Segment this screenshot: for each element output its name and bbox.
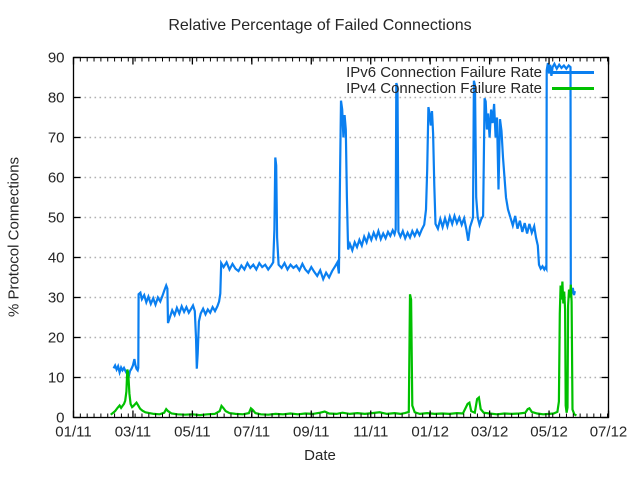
y-tick-label: 50 [48, 210, 65, 227]
legend: IPv6 Connection Failure Rate IPv4 Connec… [0, 0, 640, 110]
legend-item-ipv6: IPv6 Connection Failure Rate [346, 63, 594, 81]
y-tick-label: 20 [48, 330, 65, 347]
x-tick-label: 01/11 [55, 424, 91, 441]
y-tick-label: 90 [48, 50, 65, 67]
legend-line-sample-ipv6 [552, 70, 594, 74]
legend-item-ipv4: IPv4 Connection Failure Rate [346, 79, 594, 97]
y-tick-label: 0 [56, 410, 64, 427]
chart-title: Relative Percentage of Failed Connection… [168, 17, 472, 34]
y-tick-label: 70 [48, 130, 65, 147]
y-tick-label: 60 [48, 170, 65, 187]
x-tick-label: 01/12 [411, 424, 449, 441]
x-tick-label: 03/11 [115, 424, 151, 441]
legend-label-ipv4: IPv4 Connection Failure Rate [346, 79, 542, 97]
x-tick-label: 11/11 [353, 424, 388, 441]
legend-label-ipv6: IPv6 Connection Failure Rate [346, 63, 542, 81]
x-axis-label: Date [304, 447, 336, 464]
x-tick-label: 07/11 [234, 424, 270, 441]
x-tick-label: 07/12 [590, 424, 628, 441]
x-tick-label: 03/12 [471, 424, 509, 441]
series-line-ipv4 [110, 281, 577, 417]
x-tick-label: 05/11 [174, 424, 210, 441]
y-tick-label: 80 [48, 90, 65, 107]
y-tick-label: 30 [48, 290, 65, 307]
y-tick-label: 40 [48, 250, 65, 267]
y-tick-label: 10 [48, 370, 65, 387]
series-line-ipv6 [112, 61, 576, 382]
x-tick-label: 09/11 [293, 424, 329, 441]
legend-line-sample-ipv4 [552, 86, 594, 90]
x-tick-label: 05/12 [530, 424, 568, 441]
